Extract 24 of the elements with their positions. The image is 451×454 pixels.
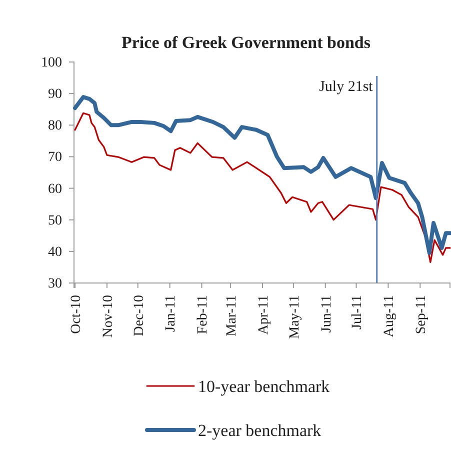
x-tick-label: Mar-11 xyxy=(224,295,240,336)
x-tick-label: Feb-11 xyxy=(196,295,211,334)
y-tick-label: 30 xyxy=(48,276,62,292)
x-tick-label: Oct-10 xyxy=(68,295,84,334)
y-tick-label: 70 xyxy=(48,150,62,166)
y-tick-label: 90 xyxy=(48,87,62,102)
y-tick-label: 60 xyxy=(48,182,62,197)
legend-label: 10-year benchmark xyxy=(198,376,330,396)
x-tick-label: Nov-10 xyxy=(100,295,116,338)
x-tick-label: Jul-11 xyxy=(350,295,366,330)
y-tick-label: 50 xyxy=(48,213,62,228)
x-tick-label: Jun-11 xyxy=(319,295,334,333)
y-tick-label: 100 xyxy=(41,55,62,70)
y-tick-label: 40 xyxy=(48,244,62,260)
x-tick-label: Sep-11 xyxy=(414,295,430,334)
y-tick-label: 80 xyxy=(48,118,62,134)
ref-line-label: July 21st xyxy=(319,79,374,95)
x-tick-label: Aug-11 xyxy=(382,295,398,338)
x-tick-label: Jan-11 xyxy=(164,295,179,332)
x-tick-label: Apr-11 xyxy=(256,295,272,335)
x-tick-label: Dec-10 xyxy=(132,295,147,336)
chart-title: Price of Greek Government bonds xyxy=(122,33,371,52)
legend-label: 2-year benchmark xyxy=(198,420,322,440)
x-tick-label: May-11 xyxy=(287,295,302,339)
